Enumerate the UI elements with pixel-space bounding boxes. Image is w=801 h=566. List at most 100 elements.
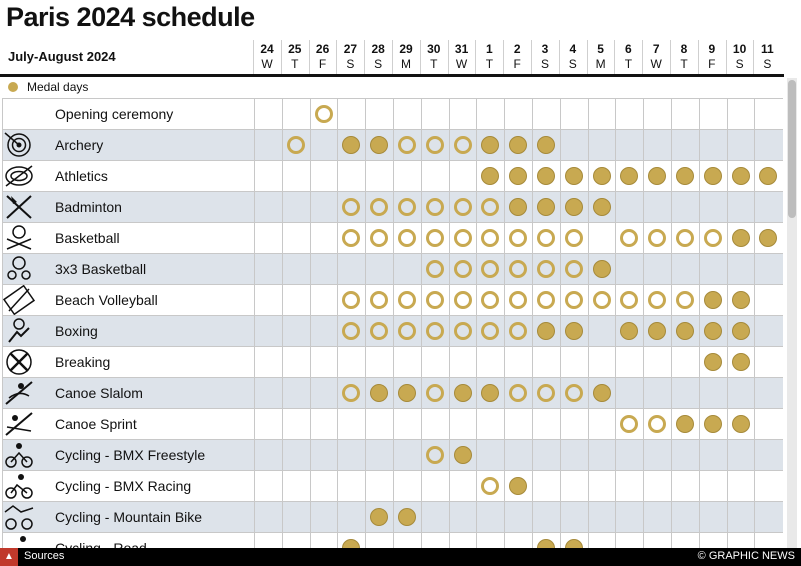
event-day-marker	[425, 291, 444, 309]
column-divider	[559, 285, 561, 316]
column-divider	[254, 440, 255, 471]
column-divider	[281, 254, 283, 285]
sport-label: Opening ceremony	[55, 106, 174, 122]
column-divider	[309, 378, 311, 409]
column-divider	[698, 130, 700, 161]
sport-label: Breaking	[55, 354, 111, 370]
column-divider	[420, 223, 422, 254]
column-divider	[337, 378, 339, 409]
header-column-divider	[392, 40, 393, 74]
boxing-icon	[3, 316, 35, 346]
column-divider	[698, 99, 700, 130]
day-number: 5	[597, 42, 604, 56]
column-divider	[559, 347, 561, 378]
chevron-up-icon[interactable]: ▲	[0, 548, 18, 566]
column-divider	[532, 347, 533, 378]
medal-day-marker	[509, 198, 528, 216]
column-divider	[643, 409, 645, 440]
medal-day-marker	[620, 167, 639, 185]
medal-day-marker	[703, 167, 722, 185]
column-divider	[365, 347, 367, 378]
weekday-letter: M	[595, 57, 606, 71]
column-divider	[671, 130, 672, 161]
column-divider	[309, 99, 311, 130]
medal-day-marker	[509, 477, 528, 495]
column-divider	[559, 502, 561, 533]
column-divider	[615, 223, 617, 254]
column-divider	[643, 502, 645, 533]
event-day-marker	[620, 291, 639, 309]
column-divider	[337, 130, 339, 161]
column-divider	[476, 99, 478, 130]
column-divider	[254, 99, 255, 130]
header-column-divider	[280, 40, 282, 74]
column-divider	[504, 409, 506, 440]
archery-icon	[3, 130, 35, 160]
medal-day-marker	[731, 291, 750, 309]
event-day-marker	[425, 136, 444, 154]
column-divider	[420, 347, 422, 378]
column-divider	[643, 378, 645, 409]
column-divider	[643, 254, 645, 285]
scrollbar-thumb[interactable]	[788, 80, 796, 218]
event-day-marker	[397, 198, 416, 216]
event-day-marker	[509, 322, 528, 340]
column-divider	[365, 440, 367, 471]
medal-day-marker	[620, 322, 639, 340]
column-divider	[671, 285, 672, 316]
day-number: 1	[486, 42, 493, 56]
column-divider	[643, 347, 645, 378]
column-divider	[671, 533, 672, 548]
column-divider	[698, 440, 700, 471]
column-divider	[671, 440, 672, 471]
column-divider	[532, 409, 533, 440]
header-column-divider	[558, 40, 560, 74]
column-divider	[559, 533, 561, 548]
column-divider	[365, 254, 367, 285]
column-divider	[504, 471, 506, 502]
badminton-icon	[3, 192, 35, 222]
day-column-header: 27 S	[336, 40, 364, 74]
event-day-marker	[342, 384, 361, 402]
column-divider	[559, 161, 561, 192]
sources-link[interactable]: Sources	[24, 550, 65, 562]
column-divider	[754, 99, 756, 130]
column-divider	[309, 471, 311, 502]
event-day-marker	[342, 229, 361, 247]
column-divider	[420, 130, 422, 161]
column-divider	[476, 254, 478, 285]
event-day-marker	[370, 198, 389, 216]
column-divider	[532, 378, 533, 409]
schedule-table[interactable]: Opening ceremony Archery Athletics Badminto…	[2, 98, 783, 548]
medal-day-marker	[397, 508, 416, 526]
medal-day-marker	[397, 384, 416, 402]
column-divider	[365, 378, 367, 409]
medal-day-marker	[370, 136, 389, 154]
column-divider	[309, 192, 311, 223]
event-day-marker	[536, 384, 555, 402]
event-day-marker	[509, 260, 528, 278]
column-divider	[671, 347, 672, 378]
column-divider	[532, 223, 533, 254]
medal-day-marker	[564, 198, 583, 216]
day-number: 8	[680, 42, 688, 56]
day-number: 25	[288, 42, 302, 56]
vertical-scrollbar[interactable]	[787, 78, 797, 548]
header-column-divider	[475, 40, 477, 74]
column-divider	[309, 440, 311, 471]
column-divider	[615, 378, 617, 409]
day-header-row: 24 W 25 T 26 F 27 S 28 S 29 M 30 T 31 W 1 T 2 F 3 S 4 S 5 M 6 T 7 W 8 T…	[0, 40, 801, 74]
column-divider	[532, 254, 533, 285]
column-divider	[698, 192, 700, 223]
event-day-marker	[509, 229, 528, 247]
column-divider	[698, 378, 700, 409]
column-divider	[448, 502, 450, 533]
header-column-divider	[697, 40, 699, 74]
column-divider	[393, 378, 394, 409]
column-divider	[615, 440, 617, 471]
medal-day-marker	[453, 446, 472, 464]
column-divider	[726, 130, 728, 161]
medal-day-marker	[509, 167, 528, 185]
